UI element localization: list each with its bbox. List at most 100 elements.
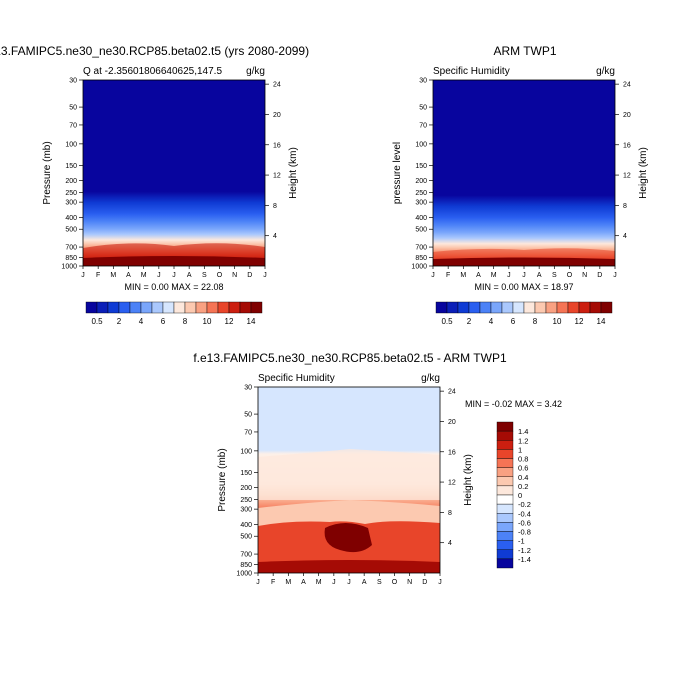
panel-diff-height-ticks-tick-label: 12 — [448, 480, 456, 487]
panel-diff-minmax: MIN = -0.02 MAX = 3.42 — [465, 399, 562, 409]
panel-model-month-ticks-tick-label: J — [172, 272, 176, 279]
panel-obs-colorbar-label: 6 — [511, 317, 516, 326]
panel-diff-month-ticks-tick-label: J — [256, 579, 260, 586]
panel-diff-colorbar-label: -0.2 — [518, 500, 531, 509]
panel-model-left-label: Q at -2.35601806640625,147.5 — [83, 66, 222, 77]
panel-obs-colorbar-swatch — [479, 301, 492, 314]
panel-diff-colorbar-label: 0.8 — [518, 455, 528, 464]
panel-obs-height-ticks: 24 20 16 12 8 4 — [615, 82, 631, 240]
panel-diff-colorbar-swatch — [496, 558, 514, 569]
panel-diff-month-ticks-tick-label: J — [332, 579, 336, 586]
panel-model-minmax: MIN = 0.00 MAX = 22.08 — [124, 282, 223, 292]
panel-model-height-ticks-tick-label: 24 — [273, 82, 281, 89]
panel-model-units: g/kg — [246, 66, 265, 77]
panel-obs-colorbar-label: 2 — [467, 317, 472, 326]
panel-diff-pale-band — [258, 449, 440, 500]
panel-model-colorbar-swatch — [96, 301, 109, 314]
panel-obs-pressure-ticks-tick-label: 850 — [415, 255, 427, 262]
panel-model-y2-label: Height (km) — [288, 147, 299, 199]
panel-model-month-ticks-tick-label: S — [202, 272, 207, 279]
panel-diff-pressure-ticks-tick-label: 30 — [244, 385, 252, 392]
panel-model-colorbar: 0.5 2 4 6 8 10 12 14 — [85, 301, 263, 326]
panel-diff-colorbar-swatch — [496, 503, 514, 514]
panel-obs-colorbar-label: 10 — [553, 317, 562, 326]
panel-diff-colorbar-swatch — [496, 494, 514, 505]
panel-diff-colorbar-swatch — [496, 513, 514, 523]
panel-diff-month-ticks-tick-label: J — [347, 579, 351, 586]
panel-diff-y-label: Pressure (mb) — [217, 448, 228, 511]
panel-obs-pressure-ticks-tick-label: 200 — [415, 178, 427, 185]
panel-diff-height-ticks-tick-label: 16 — [448, 449, 456, 456]
panel-diff-month-ticks-tick-label: A — [301, 579, 306, 586]
panel-diff-pressure-ticks-tick-label: 250 — [240, 497, 252, 504]
panel-model-month-ticks-tick-label: N — [232, 272, 237, 279]
panel-obs-field — [433, 80, 615, 266]
panel-diff-pressure-ticks-tick-label: 1000 — [236, 571, 252, 578]
panel-obs: ARM TWP1 Specific Humidity g/kg pressure… — [392, 44, 649, 326]
panel-obs-month-ticks-tick-label: O — [567, 272, 573, 279]
panel-obs-colorbar-label: 0.5 — [441, 317, 453, 326]
panel-diff-colorbar-label: -1 — [518, 537, 525, 546]
panel-model-pressure-ticks-tick-label: 100 — [65, 141, 77, 148]
panel-obs-dark-red-base — [433, 257, 615, 266]
panel-obs-pressure-ticks-tick-label: 1000 — [411, 264, 427, 271]
panel-obs-pressure-ticks-tick-label: 300 — [415, 200, 427, 207]
panel-obs-colorbar-swatch — [589, 301, 602, 314]
panel-obs-pressure-ticks-tick-label: 700 — [415, 245, 427, 252]
panel-diff-colorbar-label: -1.2 — [518, 546, 531, 555]
panel-obs-colorbar-swatch — [501, 301, 514, 314]
panel-obs-month-ticks-tick-label: J — [522, 272, 526, 279]
panel-diff-units: g/kg — [421, 373, 440, 384]
panel-obs-colorbar-label: 12 — [575, 317, 584, 326]
panel-diff-month-ticks-tick-label: S — [377, 579, 382, 586]
panel-model-colorbar-swatch — [206, 301, 219, 314]
panel-diff-month-ticks-tick-label: N — [407, 579, 412, 586]
panel-model: f.e13.FAMIPC5.ne30_ne30.RCP85.beta02.t5 … — [0, 44, 309, 326]
panel-diff-colorbar-swatch — [496, 430, 514, 441]
panel-obs-colorbar-swatch — [490, 301, 503, 314]
panel-obs-height-ticks-tick-label: 24 — [623, 82, 631, 89]
panel-diff-colorbar-label: 0 — [518, 491, 522, 500]
panel-diff-colorbar-swatch — [496, 458, 514, 468]
panel-obs-colorbar: 0.5 2 4 6 8 10 12 14 — [435, 301, 613, 326]
panel-obs-month-ticks-tick-label: N — [582, 272, 587, 279]
panel-model-pressure-ticks-tick-label: 850 — [65, 255, 77, 262]
panel-obs-month-ticks-tick-label: J — [431, 272, 435, 279]
panel-obs-month-ticks-tick-label: D — [597, 272, 602, 279]
panel-obs-colorbar-swatch — [512, 301, 525, 314]
panel-model-pressure-ticks: 30 50 70 100 150 200 250 300 400 500 700 850 1000 — [61, 78, 83, 271]
panel-model-colorbar-swatch — [85, 301, 98, 314]
panel-model-colorbar-label: 12 — [225, 317, 234, 326]
panel-obs-month-ticks-tick-label: A — [476, 272, 481, 279]
panel-obs-colorbar-swatch — [468, 301, 481, 314]
panel-diff-height-ticks-tick-label: 8 — [448, 510, 452, 517]
panel-diff-colorbar-label: 0.2 — [518, 482, 528, 491]
panel-model-colorbar-swatch — [118, 301, 131, 314]
panel-obs-colorbar-swatch — [457, 301, 470, 314]
panel-obs-y2-label: Height (km) — [638, 147, 649, 199]
panel-model-height-ticks-tick-label: 12 — [273, 173, 281, 180]
panel-diff-colorbar-swatch — [496, 440, 514, 450]
panel-diff-colorbar-swatch — [496, 467, 514, 477]
panel-obs-pressure-ticks-tick-label: 70 — [419, 122, 427, 129]
panel-diff-month-ticks-tick-label: A — [362, 579, 367, 586]
panel-obs-month-ticks-tick-label: S — [552, 272, 557, 279]
panel-diff-colorbar: 1.41.210.80.60.40.20-0.2-0.4-0.6-0.8-1-1… — [496, 421, 531, 569]
panel-model-pressure-ticks-tick-label: 150 — [65, 163, 77, 170]
panel-obs-month-ticks-tick-label: F — [446, 272, 450, 279]
panel-obs-colorbar-swatch — [435, 301, 448, 314]
panel-model-pressure-ticks-tick-label: 300 — [65, 200, 77, 207]
panel-obs-month-ticks-tick-label: M — [491, 272, 497, 279]
panel-model-pressure-ticks-tick-label: 1000 — [61, 264, 77, 271]
panel-obs-pressure-ticks-tick-label: 100 — [415, 141, 427, 148]
panel-obs-colorbar-swatch — [567, 301, 580, 314]
panel-obs-colorbar-swatch — [446, 301, 459, 314]
panel-model-month-ticks-tick-label: F — [96, 272, 100, 279]
panel-model-plot-area — [82, 79, 266, 267]
panel-diff-pressure-ticks: 30 50 70 100 150 200 250 300 400 500 700 850 1000 — [236, 385, 258, 578]
panel-diff-pressure-ticks-tick-label: 300 — [240, 507, 252, 514]
panel-obs-pressure-ticks-tick-label: 50 — [419, 105, 427, 112]
panel-obs-title: ARM TWP1 — [493, 44, 556, 58]
panel-diff-colorbar-label: -0.8 — [518, 528, 531, 537]
panel-diff-colorbar-swatch — [496, 421, 514, 432]
